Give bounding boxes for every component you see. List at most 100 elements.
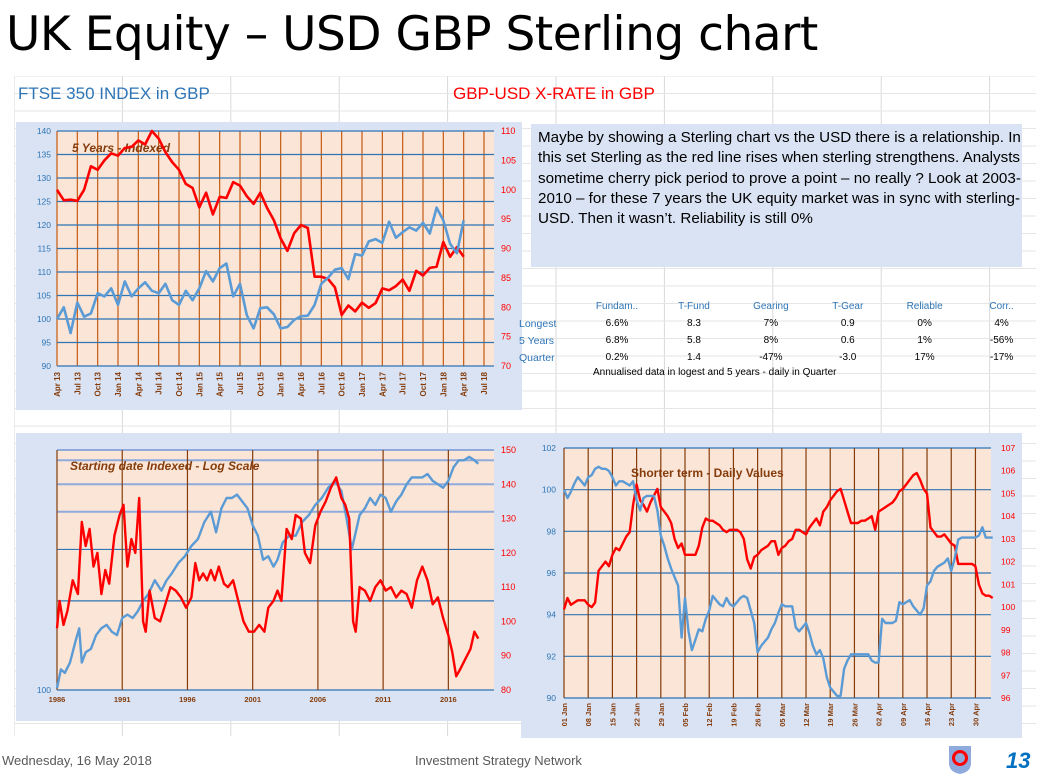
right-tick-label: 100 bbox=[501, 185, 516, 195]
gbpusd-series-line bbox=[55, 476, 480, 678]
x-tick-label: Oct 17 bbox=[419, 371, 428, 396]
x-tick-label: 08 Jan bbox=[584, 703, 593, 727]
shield-ring-logo-icon bbox=[949, 746, 971, 774]
gbpusd-series-line bbox=[55, 129, 465, 317]
right-tick-label: 105 bbox=[1001, 488, 1015, 498]
x-tick-label: 15 Jan bbox=[608, 703, 617, 727]
x-tick-label: 23 Apr bbox=[947, 703, 956, 726]
stats-cell: 7% bbox=[763, 318, 779, 329]
right-tick-label: 70 bbox=[501, 361, 511, 371]
stats-col-header: Reliable bbox=[906, 300, 943, 312]
ftse-series-line bbox=[562, 465, 993, 698]
x-tick-label: 26 Feb bbox=[754, 703, 763, 727]
x-tick-label: 26 Mar bbox=[850, 703, 859, 727]
left-tick-label: 100 bbox=[37, 685, 51, 695]
right-tick-label: 130 bbox=[501, 514, 516, 524]
x-tick-label: 1991 bbox=[114, 695, 131, 704]
left-tick-label: 96 bbox=[547, 568, 557, 578]
stats-col-header: Corr.. bbox=[989, 300, 1014, 312]
x-tick-label: 29 Jan bbox=[657, 703, 666, 727]
log-scale-chart-area: 1986 1991 1996 2001 2006 2011 2016 80 90 100 110 12… bbox=[16, 433, 522, 721]
x-tick-label: Apr 17 bbox=[378, 371, 387, 396]
x-tick-label: Jan 18 bbox=[439, 371, 448, 396]
x-tick-label: Jul 14 bbox=[155, 371, 164, 394]
stats-cell: 8.3 bbox=[687, 318, 701, 329]
x-tick-label: 01 Jan bbox=[560, 703, 569, 727]
x-tick-label: Jul 15 bbox=[236, 371, 245, 394]
right-tick-label: 102 bbox=[1001, 557, 1015, 567]
x-tick-label: Apr 13 bbox=[53, 371, 62, 396]
x-tick-label: 05 Mar bbox=[778, 703, 787, 727]
right-tick-label: 90 bbox=[501, 244, 511, 254]
left-tick-label: 135 bbox=[37, 150, 51, 160]
chart-title: Starting date Indexed - Log Scale bbox=[70, 459, 260, 473]
stats-cell: 1% bbox=[917, 335, 932, 346]
right-tick-label: 96 bbox=[1001, 693, 1011, 703]
x-tick-label: Apr 14 bbox=[134, 371, 143, 396]
right-tick-label: 75 bbox=[501, 332, 511, 342]
stats-cell: 6.6% bbox=[605, 318, 629, 329]
right-tick-label: 150 bbox=[501, 445, 516, 455]
right-tick-label: 99 bbox=[1001, 625, 1011, 635]
stats-cell: 17% bbox=[914, 352, 935, 363]
stats-col-header: T-Fund bbox=[678, 300, 710, 312]
left-tick-label: 105 bbox=[37, 291, 51, 301]
x-tick-label: Apr 18 bbox=[460, 371, 469, 396]
stats-col-header: Gearing bbox=[753, 300, 789, 312]
left-tick-label: 100 bbox=[542, 485, 556, 495]
x-tick-label: 22 Jan bbox=[633, 703, 642, 727]
left-tick-label: 115 bbox=[37, 244, 51, 254]
stats-row-label: Quarter bbox=[519, 351, 555, 364]
right-tick-label: 80 bbox=[501, 302, 511, 312]
stats-cell: -3.0 bbox=[839, 352, 857, 363]
stats-cell: -56% bbox=[989, 335, 1014, 346]
stats-table: Fundam.. T-Fund Gearing T-Gear Reliable … bbox=[519, 297, 1040, 366]
right-tick-label: 120 bbox=[501, 548, 516, 558]
left-tick-label: 92 bbox=[547, 651, 557, 661]
x-tick-label: Jul 16 bbox=[317, 371, 326, 394]
stats-row-label: Longest bbox=[519, 317, 557, 330]
left-tick-label: 100 bbox=[37, 314, 51, 324]
right-tick-label: 100 bbox=[501, 616, 516, 626]
left-tick-label: 140 bbox=[37, 126, 51, 136]
right-tick-label: 95 bbox=[501, 214, 511, 224]
slide-title: UK Equity – USD GBP Sterling chart bbox=[6, 7, 818, 62]
x-tick-label: 16 Apr bbox=[923, 703, 932, 726]
page-number: 13 bbox=[1006, 748, 1031, 773]
stats-cell: 1.4 bbox=[687, 352, 701, 363]
x-tick-label: 12 Feb bbox=[705, 703, 714, 727]
right-tick-label: 140 bbox=[501, 479, 516, 489]
stats-cell: -17% bbox=[989, 352, 1014, 363]
left-tick-label: 102 bbox=[542, 443, 556, 453]
log-scale-chart: 1986 1991 1996 2001 2006 2011 2016 80 90 100 110 12… bbox=[37, 445, 516, 704]
left-tick-label: 90 bbox=[42, 361, 52, 371]
footer-organisation: Investment Strategy Network bbox=[415, 753, 582, 768]
left-tick-label: 130 bbox=[37, 173, 51, 183]
x-tick-label: Oct 14 bbox=[175, 371, 184, 396]
x-tick-label: 30 Apr bbox=[971, 703, 980, 726]
x-tick-label: Jul 13 bbox=[73, 371, 82, 394]
stats-row: Quarter 0.2% 1.4 -47% -3.0 17% -17% bbox=[519, 349, 1040, 366]
ftse-series-line bbox=[55, 455, 480, 689]
x-tick-label: 09 Apr bbox=[899, 703, 908, 726]
right-tick-label: 97 bbox=[1001, 670, 1011, 680]
right-tick-label: 90 bbox=[501, 651, 511, 661]
x-tick-label: Jan 15 bbox=[195, 371, 204, 396]
x-tick-label: Oct 16 bbox=[338, 371, 347, 396]
right-tick-label: 103 bbox=[1001, 534, 1015, 544]
x-tick-label: 19 Feb bbox=[729, 703, 738, 727]
stats-cell: 5.8 bbox=[687, 335, 701, 346]
x-tick-label: 1996 bbox=[179, 695, 196, 704]
x-tick-label: 05 Feb bbox=[681, 703, 690, 727]
stats-row: 5 Years 6.8% 5.8 8% 0.6 1% -56% bbox=[519, 332, 1040, 349]
footer-date: Wednesday, 16 May 2018 bbox=[2, 753, 152, 768]
stats-cell: 6.8% bbox=[605, 335, 629, 346]
stats-header-row: Fundam.. T-Fund Gearing T-Gear Reliable … bbox=[519, 297, 1040, 315]
ftse-series-line bbox=[55, 206, 465, 335]
x-tick-label: Jan 14 bbox=[114, 371, 123, 396]
x-tick-label: Oct 13 bbox=[94, 371, 103, 396]
right-tick-label: 110 bbox=[501, 126, 515, 136]
stats-cell: 0.6 bbox=[840, 335, 855, 346]
stats-col-header: Fundam.. bbox=[595, 300, 639, 312]
left-tick-label: 125 bbox=[37, 197, 51, 207]
